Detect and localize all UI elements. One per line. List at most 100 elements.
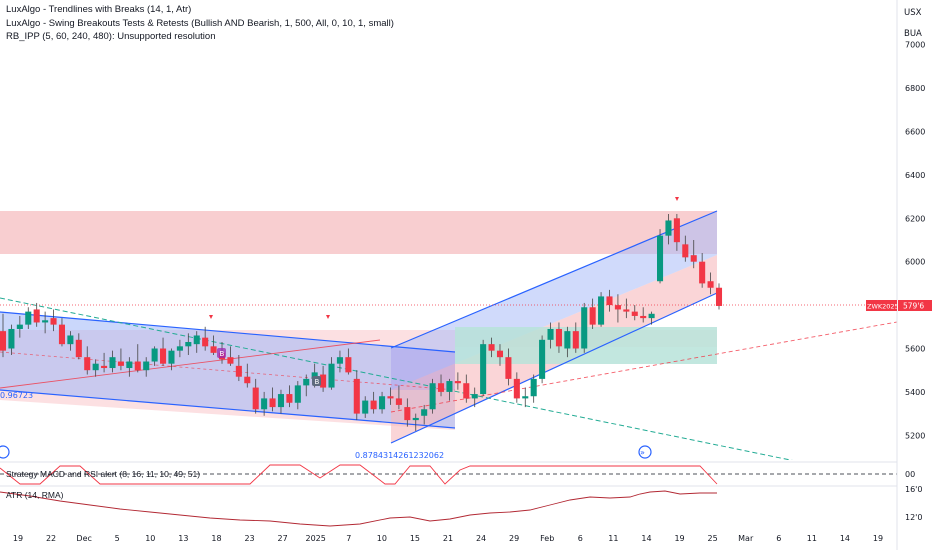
candle-body[interactable] <box>176 346 183 351</box>
candle-body[interactable] <box>454 381 461 384</box>
candle-body[interactable] <box>682 244 689 258</box>
candle-body[interactable] <box>539 339 546 379</box>
candle-body[interactable] <box>92 363 99 371</box>
candle-body[interactable] <box>614 305 621 310</box>
candle-body[interactable] <box>648 313 655 319</box>
candle-body[interactable] <box>160 348 167 364</box>
candle-body[interactable] <box>471 394 478 399</box>
alert-icon-right[interactable] <box>638 445 652 459</box>
candle-body[interactable] <box>117 361 124 366</box>
candle-body[interactable] <box>673 218 680 243</box>
candle-body[interactable] <box>370 400 377 410</box>
price-tag-value: 579'6 <box>903 302 924 311</box>
candle-body[interactable] <box>345 357 352 373</box>
candle-body[interactable] <box>505 357 512 379</box>
atr-pane-label[interactable]: ATR (14, RMA) <box>6 490 64 500</box>
candle-body[interactable] <box>572 331 579 349</box>
candle-body[interactable] <box>379 396 386 410</box>
candle-body[interactable] <box>463 383 470 399</box>
candle-body[interactable] <box>496 350 504 358</box>
candle-body[interactable] <box>446 381 453 392</box>
candle-body[interactable] <box>665 220 672 236</box>
candle-body[interactable] <box>429 383 436 410</box>
candle-body[interactable] <box>8 328 15 349</box>
candle-body[interactable] <box>513 378 520 399</box>
candle-body[interactable] <box>480 344 487 395</box>
candle-body[interactable] <box>328 363 335 388</box>
candle-body[interactable] <box>75 339 82 358</box>
macd-pane-label[interactable]: Strategy MACD and RSI alert (8, 16, 11, … <box>6 469 201 479</box>
candle-body[interactable] <box>715 287 723 306</box>
candle-body[interactable] <box>353 378 360 414</box>
price-tag-symbol: ZWK2025 <box>867 303 899 311</box>
candle-body[interactable] <box>412 417 419 421</box>
legend-trendlines[interactable]: LuxAlgo - Trendlines with Breaks (14, 1,… <box>6 4 192 15</box>
x-tick-label: 7 <box>346 534 351 543</box>
candle-body[interactable] <box>101 365 108 369</box>
candle-body[interactable] <box>421 409 428 416</box>
candle-body[interactable] <box>143 361 150 371</box>
legend-swing-breakouts[interactable]: LuxAlgo - Swing Breakouts Tests & Retest… <box>6 17 394 29</box>
candle-body[interactable] <box>362 400 369 414</box>
candle-body[interactable] <box>547 328 554 340</box>
candle-body[interactable] <box>286 394 293 403</box>
candle-body[interactable] <box>202 337 209 347</box>
candle-body[interactable] <box>320 374 327 388</box>
candle-body[interactable] <box>25 311 32 325</box>
exchange-label[interactable]: BUA <box>904 29 922 39</box>
candle-body[interactable] <box>210 346 217 353</box>
candle-body[interactable] <box>690 255 697 262</box>
candle-body[interactable] <box>294 385 301 403</box>
candle-body[interactable] <box>530 378 537 397</box>
candle-body[interactable] <box>42 320 49 323</box>
candle-body[interactable] <box>699 261 706 284</box>
candle-body[interactable] <box>311 372 318 379</box>
candle-body[interactable] <box>589 307 596 325</box>
candle-body[interactable] <box>640 315 647 319</box>
candle-body[interactable] <box>227 357 234 364</box>
candle-body[interactable] <box>488 344 495 351</box>
candle-body[interactable] <box>707 281 714 288</box>
candle-body[interactable] <box>33 309 40 323</box>
candle-body[interactable] <box>16 324 23 329</box>
candle-body[interactable] <box>168 350 175 364</box>
candle-body[interactable] <box>252 387 259 410</box>
candle-body[interactable] <box>185 341 192 347</box>
candle-body[interactable] <box>303 378 310 386</box>
candle-body[interactable] <box>437 383 445 392</box>
currency-label[interactable]: USX <box>904 8 922 18</box>
candle-body[interactable] <box>126 361 133 369</box>
legend-rb-ipp[interactable]: RB_IPP (5, 60, 240, 480): Unsupported re… <box>6 31 216 42</box>
candle-body[interactable] <box>151 348 158 362</box>
candle-body[interactable] <box>193 335 200 345</box>
candle-body[interactable] <box>109 357 116 369</box>
candle-body[interactable] <box>244 376 251 384</box>
candle-body[interactable] <box>564 331 571 349</box>
candle-body[interactable] <box>134 361 141 371</box>
candle-body[interactable] <box>606 296 613 306</box>
candle-body[interactable] <box>631 311 638 316</box>
candle-body[interactable] <box>277 394 285 408</box>
x-tick-label: 6 <box>776 534 781 543</box>
candle-body[interactable] <box>84 357 91 371</box>
candle-body[interactable] <box>235 365 242 377</box>
x-tick-label: 21 <box>443 534 453 543</box>
candle-body[interactable] <box>58 324 65 345</box>
candle-body[interactable] <box>50 318 57 325</box>
candle-body[interactable] <box>395 398 402 405</box>
candle-body[interactable] <box>336 357 343 364</box>
alert-icon-left[interactable] <box>0 445 10 459</box>
candle-body[interactable] <box>598 296 605 325</box>
candle-body[interactable] <box>623 309 630 312</box>
candle-body[interactable] <box>0 331 7 351</box>
candle-body[interactable] <box>269 398 276 408</box>
candle-body[interactable] <box>67 335 74 345</box>
candle-body[interactable] <box>387 396 394 399</box>
candle-body[interactable] <box>522 396 529 399</box>
candle-body[interactable] <box>404 407 411 421</box>
candle-body[interactable] <box>261 398 268 410</box>
candle-body[interactable] <box>657 235 664 282</box>
candle-body[interactable] <box>555 328 562 347</box>
candle-body[interactable] <box>581 307 588 349</box>
